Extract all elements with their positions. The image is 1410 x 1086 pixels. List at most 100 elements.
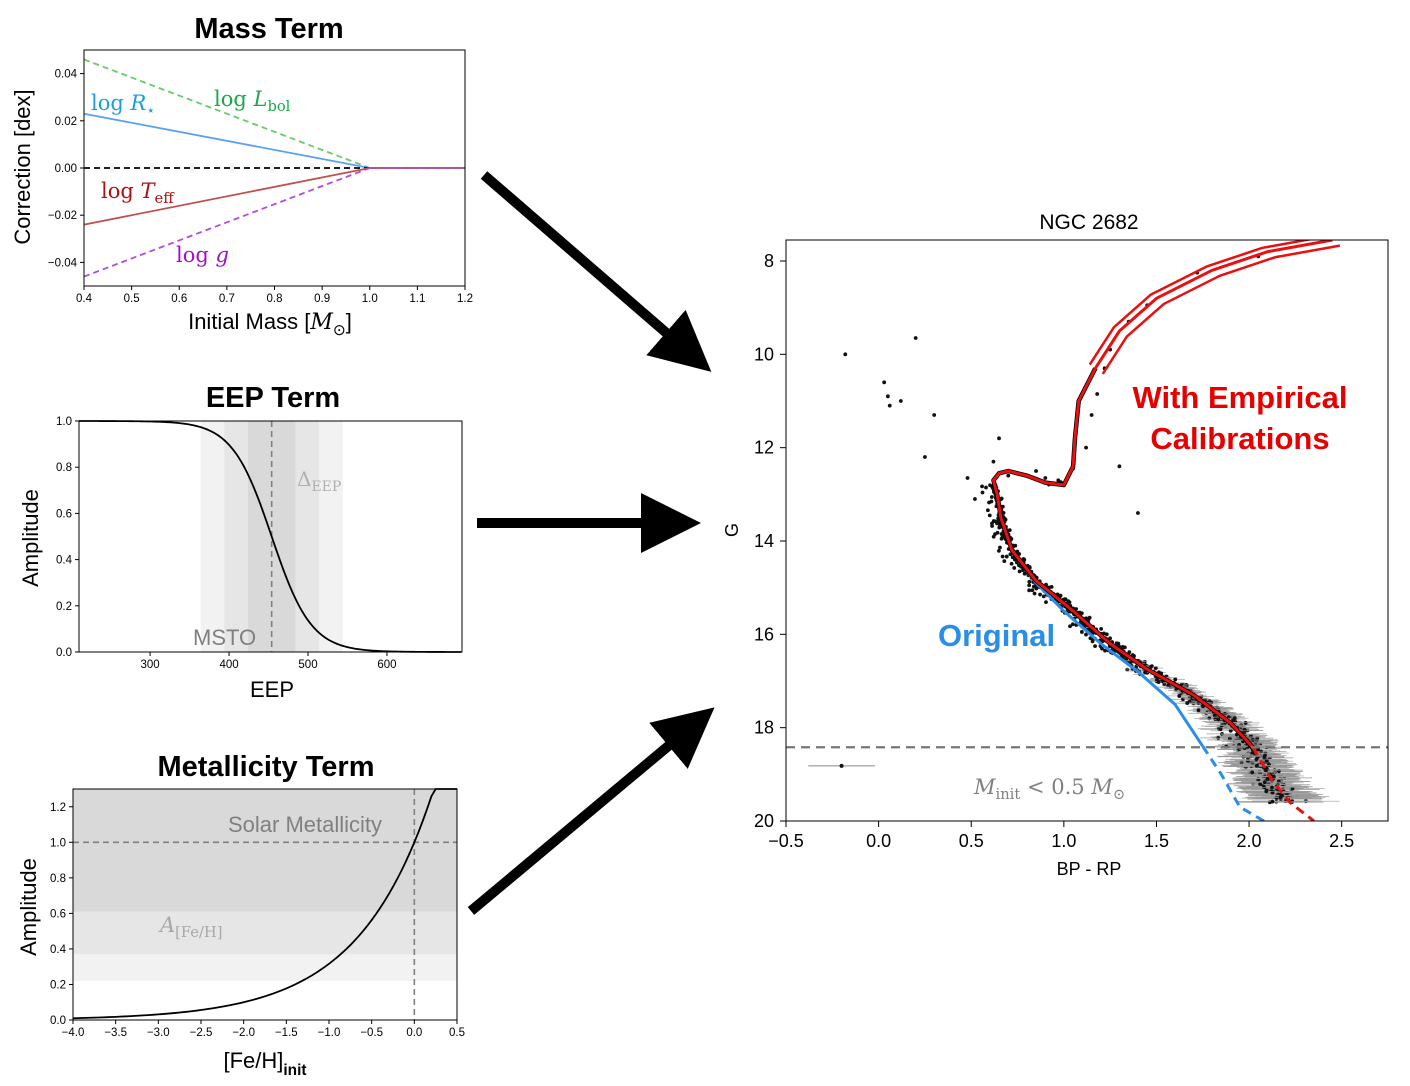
- cmd-panel: NGC 2682 −0.5 0.0 0.5 1.0 1.5 2.0 2.5 8 10 12 14 1…: [722, 211, 1389, 879]
- x-tick-label: 0.7: [219, 293, 235, 305]
- star-point: [980, 490, 985, 495]
- star-point: [1002, 559, 1007, 564]
- mass-x-label: Initial Mass [M⊙]: [188, 309, 352, 339]
- star-point: [1032, 591, 1037, 596]
- metallicity-amplitude-curve: [72, 788, 457, 1020]
- star-point: [1058, 593, 1063, 598]
- star-point: [1030, 588, 1035, 593]
- star-point: [997, 436, 1001, 441]
- star-point: [1261, 784, 1266, 789]
- star-point: [1003, 517, 1008, 522]
- mass-annotation-lbol: log Lbol: [214, 87, 291, 115]
- star-point: [1185, 701, 1190, 706]
- star-point: [1196, 708, 1201, 713]
- star-point: [1084, 445, 1088, 450]
- star-point: [1095, 392, 1100, 396]
- mass-to-cmd-arrow: [480, 171, 712, 372]
- star-point: [1228, 728, 1233, 733]
- cmd-y-ticks: 8 10 12 14 16 18 20: [754, 251, 786, 831]
- x-tick-label: 300: [140, 659, 159, 671]
- calibrated-isochrone-dashed: [1251, 746, 1315, 821]
- x-tick-label: 0.4: [76, 293, 93, 305]
- x-tick-label: −1.5: [275, 1027, 298, 1039]
- star-point: [1143, 670, 1147, 675]
- star-point: [1212, 713, 1217, 718]
- y-tick-label: 1.2: [50, 802, 66, 814]
- cmd-x-label: BP - RP: [1057, 859, 1122, 879]
- y-tick-label: 0.02: [55, 116, 77, 128]
- eep-y-label: Amplitude: [18, 489, 43, 587]
- x-tick-label: 1.0: [1051, 831, 1076, 851]
- star-point: [1008, 552, 1013, 557]
- star-point: [1216, 717, 1221, 722]
- x-tick-label: 400: [219, 659, 238, 671]
- star-point: [1274, 796, 1279, 800]
- star-point: [1270, 799, 1275, 804]
- y-tick-label: 20: [754, 811, 774, 831]
- star-point: [999, 496, 1004, 501]
- eep-x-label: EEP: [250, 677, 294, 702]
- star-point: [1010, 555, 1015, 560]
- x-tick-label: −3.0: [147, 1027, 170, 1039]
- msto-annotation: MSTO: [193, 625, 256, 650]
- star-point: [1108, 636, 1112, 641]
- x-tick-label: −0.5: [360, 1027, 383, 1039]
- star-point: [1254, 763, 1259, 768]
- y-tick-label: −0.04: [48, 257, 78, 269]
- metallicity-axes-frame: [72, 788, 458, 1021]
- x-tick-label: 1.2: [457, 293, 473, 305]
- star-point: [1012, 566, 1017, 570]
- star-point: [1130, 653, 1135, 657]
- x-tick-label: 0.5: [124, 293, 140, 305]
- y-tick-label: 0.0: [50, 1015, 66, 1027]
- x-tick-label: 1.1: [409, 293, 425, 305]
- y-tick-label: 8: [764, 251, 774, 271]
- eep-term-panel: EEP Term 300 400 500 600 0.0 0.2 0.4 0.6 0.8 1.0…: [18, 382, 463, 702]
- star-point: [997, 548, 1001, 553]
- mass-annotation-logg: log g: [176, 243, 229, 267]
- y-tick-label: 12: [754, 438, 774, 458]
- star-point: [984, 485, 988, 490]
- metallicity-term-panel: Metallicity Term −4.0 −3.5 −3.0 −2.5 −2.0 −1.…: [16, 751, 465, 1079]
- star-point: [1136, 511, 1140, 515]
- x-tick-label: 1.5: [1144, 831, 1169, 851]
- x-tick-label: −2.5: [190, 1027, 213, 1039]
- cmd-plot-area: [786, 240, 1388, 821]
- star-point: [1004, 554, 1009, 559]
- star-point: [932, 413, 937, 417]
- star-point: [1056, 478, 1061, 483]
- star-point: [1254, 757, 1259, 762]
- star-point: [898, 399, 903, 403]
- star-point: [1066, 599, 1071, 604]
- star-point: [1278, 795, 1283, 800]
- star-point: [1127, 650, 1132, 654]
- star-point: [1117, 464, 1122, 469]
- star-point: [993, 519, 998, 524]
- star-point: [1149, 664, 1153, 669]
- mass-y-label: Correction [dex]: [10, 89, 35, 244]
- star-point: [1265, 776, 1270, 781]
- star-point: [1263, 768, 1268, 773]
- star-point: [1087, 615, 1092, 620]
- y-tick-label: −0.02: [48, 210, 77, 222]
- y-tick-label: 0.4: [50, 944, 67, 956]
- y-tick-label: 0.0: [56, 647, 72, 659]
- x-tick-label: 0.0: [406, 1027, 422, 1039]
- eep-axes-frame: [78, 420, 463, 653]
- eep-x-ticks: 300 400 500 600: [140, 652, 397, 671]
- star-point: [1246, 759, 1250, 764]
- cmd-x-ticks: −0.5 0.0 0.5 1.0 1.5 2.0 2.5: [768, 821, 1354, 851]
- star-point: [1264, 789, 1269, 794]
- star-point: [1027, 583, 1032, 588]
- x-tick-label: 0.5: [959, 831, 984, 851]
- y-tick-label: 0.04: [55, 69, 78, 81]
- y-tick-label: 0.00: [55, 163, 77, 175]
- mass-x-ticks: 0.4 0.5 0.6 0.7 0.8 0.9 1.0 1.1 1.2: [76, 286, 473, 305]
- star-point: [1213, 717, 1218, 721]
- star-point: [1017, 569, 1022, 574]
- eep-term-title: EEP Term: [206, 382, 340, 414]
- original-annotation: Original: [938, 618, 1055, 653]
- star-point: [1243, 721, 1248, 725]
- x-tick-label: 0.5: [449, 1027, 465, 1039]
- star-point: [985, 508, 990, 513]
